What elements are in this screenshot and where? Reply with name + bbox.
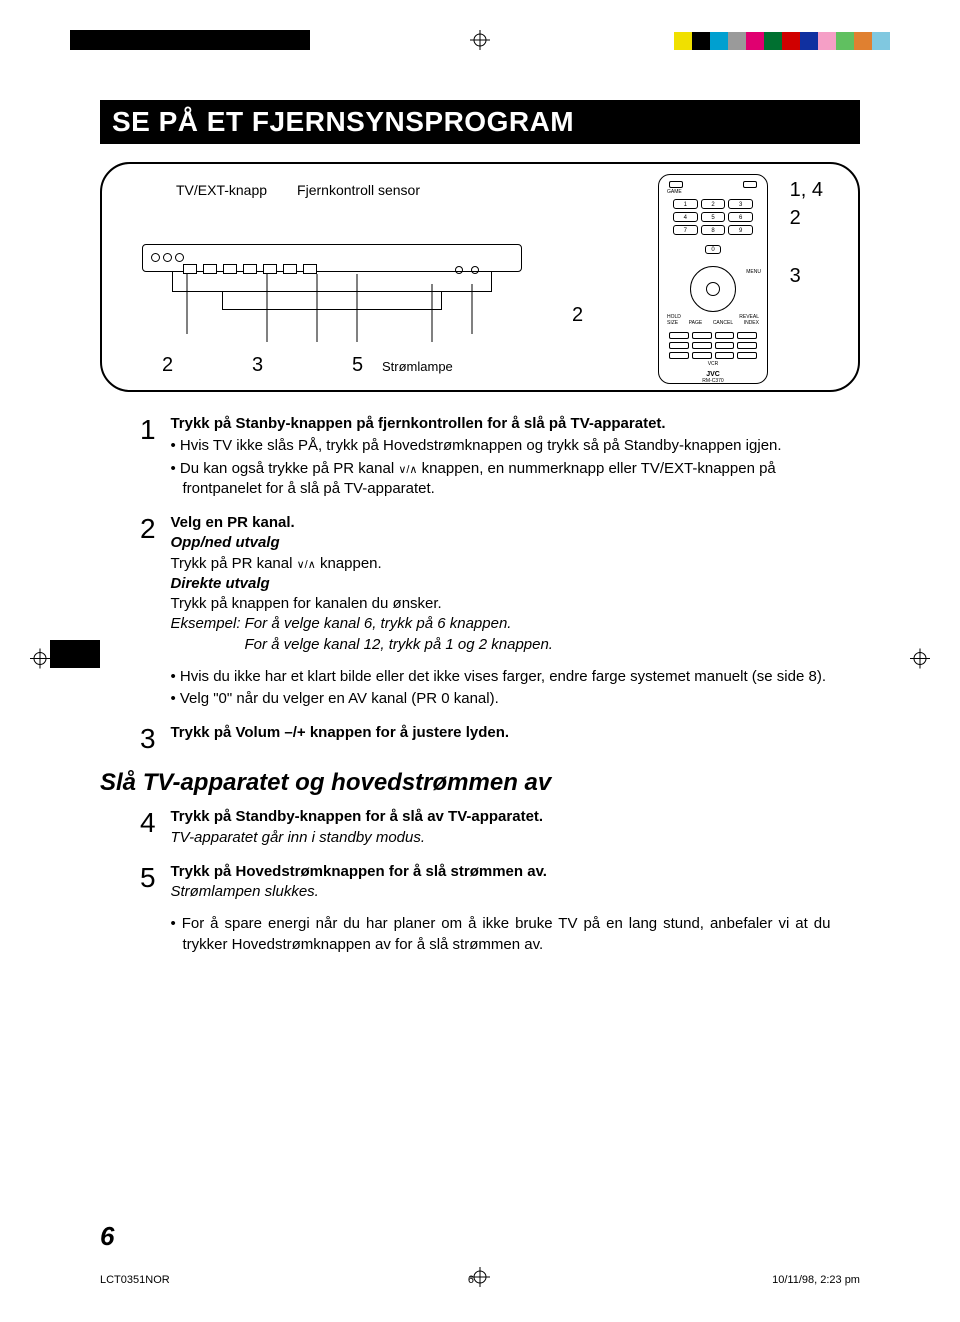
step-number-1: 1 (140, 414, 166, 446)
step-2-line1: Trykk på PR kanal ∨/∧ knappen. (170, 554, 830, 574)
step-2-heading: Velg en PR kanal. (170, 513, 830, 533)
diagram-num-2: 2 (162, 354, 173, 377)
step-number-5: 5 (140, 862, 166, 894)
edge-tab (50, 640, 100, 668)
registration-mark-right (910, 649, 930, 674)
footer: LCT0351NOR 6 10/11/98, 2:23 pm (100, 1274, 860, 1286)
step-5-bullet-1: For å spare energi når du har planer om … (170, 914, 830, 955)
section-2-title: Slå TV-apparatet og hovedstrømmen av (100, 769, 860, 797)
label-tvext: TV/EXT-knapp (176, 182, 267, 198)
step-2-line2: Trykk på knappen for kanalen du ønsker. (170, 594, 830, 614)
page-number: 6 (100, 1221, 114, 1252)
step-number-2: 2 (140, 513, 166, 545)
registration-mark-top (470, 30, 490, 55)
step-4-note: TV-apparatet går inn i standby modus. (170, 828, 830, 848)
step-number-4: 4 (140, 807, 166, 839)
color-squares (674, 32, 890, 50)
step-1-heading: Trykk på Stanby-knappen på fjernkontroll… (170, 414, 830, 434)
page-title: SE PÅ ET FJERNSYNSPROGRAM (100, 100, 860, 144)
label-lamp: Strømlampe (382, 359, 453, 374)
step-2-ex2: For å velge kanal 12, trykk på 1 og 2 kn… (170, 635, 830, 655)
step-5-heading: Trykk på Hovedstrømknappen for å slå str… (170, 862, 830, 882)
diagram-num-3: 3 (252, 354, 263, 377)
label-sensor: Fjernkontroll sensor (297, 182, 420, 198)
remote-callouts: 1, 4 2 3 (790, 176, 823, 290)
step-2-ex1: Eksempel: For å velge kanal 6, trykk på … (170, 614, 830, 634)
step-4-heading: Trykk på Standby-knappen for å slå av TV… (170, 807, 830, 827)
registration-mark-left (30, 649, 50, 674)
step-2-bullet-1: Hvis du ikke har et klart bilde eller de… (170, 667, 830, 687)
step-2-sub1: Opp/ned utvalg (170, 533, 830, 553)
step-3-heading: Trykk på Volum –/+ knappen for å justere… (170, 723, 830, 743)
diagram-num-2b: 2 (572, 304, 583, 327)
footer-date: 10/11/98, 2:23 pm (772, 1274, 860, 1286)
remote-illustration: GAME 123456789 0 MENU HOLDREVEAL SIZEPAG… (658, 174, 768, 384)
step-1-bullet-1: Hvis TV ikke slås PÅ, trykk på Hovedstrø… (170, 436, 830, 456)
steps-section-1: 1 Trykk på Stanby-knappen på fjernkontro… (140, 414, 860, 755)
diagram-num-5: 5 (352, 354, 363, 377)
step-2-sub2: Direkte utvalg (170, 574, 830, 594)
steps-section-2: 4 Trykk på Standby-knappen for å slå av … (140, 807, 860, 955)
footer-doc: LCT0351NOR (100, 1274, 170, 1286)
registration-top-row (0, 30, 960, 54)
step-number-3: 3 (140, 723, 166, 755)
step-5-note: Strømlampen slukkes. (170, 882, 830, 902)
step-1-bullet-2: Du kan også trykke på PR kanal ∨/∧ knapp… (170, 459, 830, 500)
footer-pg: 6 (468, 1274, 474, 1286)
tv-panel-illustration (142, 244, 522, 310)
diagram-box: TV/EXT-knapp Fjernkontroll sensor (100, 162, 860, 392)
step-2-bullet-2: Velg "0" når du velger en AV kanal (PR 0… (170, 689, 830, 709)
black-squares (70, 30, 310, 50)
